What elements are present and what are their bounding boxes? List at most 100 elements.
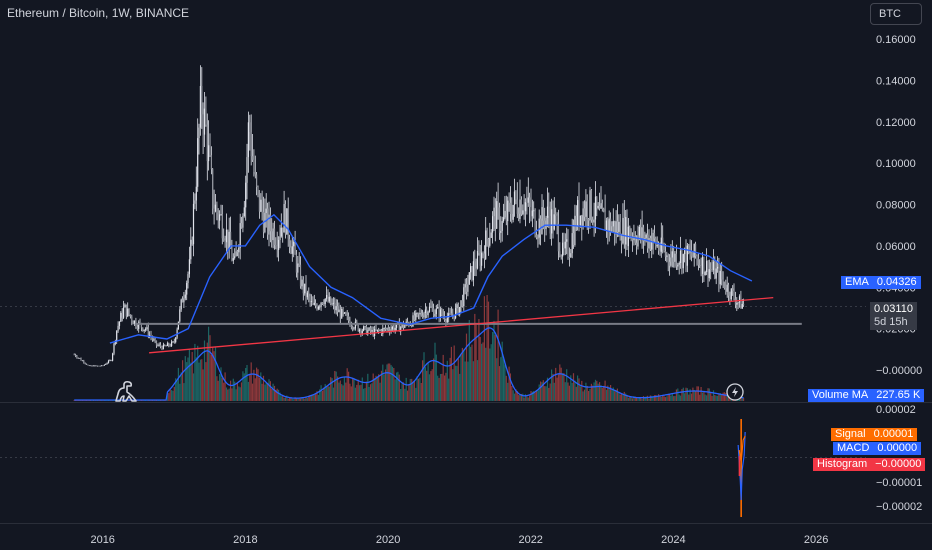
- volume-bar: [673, 396, 675, 401]
- macd-legend: MACD 0.00000: [833, 442, 922, 455]
- candle-body: [423, 313, 425, 318]
- volume-bar: [168, 393, 170, 401]
- candle-body: [597, 205, 599, 209]
- volume-bar: [601, 387, 603, 401]
- volume-bar: [294, 397, 296, 401]
- signal-legend: Signal 0.00001: [831, 428, 918, 441]
- volume-bar: [225, 387, 228, 401]
- candle-body: [732, 288, 734, 291]
- candle-body: [417, 313, 420, 315]
- volume-bar: [227, 389, 229, 401]
- candle-body: [501, 221, 503, 231]
- candle-body: [160, 344, 162, 347]
- volume-bar: [315, 393, 317, 401]
- candle-body: [390, 329, 392, 333]
- volume-bar: [239, 387, 241, 401]
- candle-body: [475, 268, 477, 270]
- candle-body: [435, 308, 437, 315]
- candle-body: [153, 339, 155, 341]
- candle-body: [478, 250, 480, 253]
- volume-bar: [660, 397, 662, 401]
- volume-bar: [631, 398, 634, 401]
- volume-bar: [529, 395, 531, 401]
- candle-body: [562, 242, 564, 257]
- candle-body: [127, 308, 129, 317]
- volume-bar: [176, 381, 178, 401]
- volume-bar: [419, 377, 421, 401]
- candle-body: [101, 365, 103, 367]
- lightning-icon[interactable]: [726, 383, 744, 401]
- candle-body: [527, 197, 529, 203]
- volume-bar: [453, 345, 455, 401]
- volume-bar: [556, 377, 558, 401]
- candle-body: [332, 302, 335, 304]
- signal-label: Signal: [831, 428, 870, 441]
- time-tick-label: 2022: [518, 534, 542, 546]
- candle-body: [271, 231, 273, 241]
- volume-bar: [470, 346, 472, 401]
- volume-bar: [293, 399, 295, 401]
- candle-body: [376, 329, 378, 331]
- candle-body: [309, 296, 311, 302]
- volume-bar: [375, 375, 377, 401]
- volume-bar: [406, 390, 409, 401]
- candle-body: [267, 208, 269, 235]
- candle-body: [114, 341, 116, 344]
- volume-bar: [468, 320, 470, 401]
- candle-body: [738, 296, 741, 303]
- volume-bar: [540, 381, 542, 401]
- volume-bar: [203, 340, 206, 401]
- volume-bar: [253, 369, 255, 401]
- volume-bar: [479, 337, 481, 401]
- volume-bar: [413, 380, 415, 401]
- volume-bar: [265, 382, 267, 401]
- volume-bar: [320, 385, 322, 401]
- candle-body: [286, 208, 288, 235]
- volume-bar: [504, 364, 506, 401]
- candle-body: [452, 314, 454, 316]
- candle-body: [611, 226, 613, 232]
- candle-body: [105, 364, 107, 365]
- volume-bar: [600, 385, 602, 401]
- volume-bar: [261, 383, 263, 401]
- macd-label: MACD: [833, 442, 874, 455]
- time-tick-label: 2020: [376, 534, 400, 546]
- volume-bar: [246, 365, 248, 401]
- volume-bar: [338, 382, 340, 401]
- histogram-value: −0.00000: [871, 458, 926, 471]
- candle-body: [195, 186, 197, 201]
- candle-body: [382, 328, 384, 334]
- candle-body: [686, 245, 688, 266]
- candle-body: [636, 242, 638, 247]
- candle-body: [637, 235, 639, 247]
- candle-body: [172, 341, 174, 343]
- trendline: [149, 296, 774, 354]
- candle-body: [526, 202, 528, 203]
- candle-body: [603, 208, 605, 212]
- volume-bar: [603, 385, 605, 401]
- volume-bar: [615, 390, 617, 401]
- volume-bar: [206, 342, 208, 401]
- volume-bar: [254, 378, 256, 401]
- volume-bar: [649, 395, 651, 401]
- candle-body: [103, 364, 105, 366]
- candle-body: [284, 204, 286, 235]
- volume-bar: [729, 397, 731, 401]
- candle-body: [190, 239, 192, 260]
- candle-body: [173, 341, 175, 343]
- candle-body: [717, 266, 719, 269]
- volume-bar: [245, 368, 247, 401]
- currency-button[interactable]: BTC: [870, 3, 922, 25]
- candle-body: [564, 241, 566, 249]
- candle-body: [590, 190, 592, 220]
- candle-body: [678, 263, 680, 265]
- volume-bar: [228, 388, 230, 401]
- volume-bar: [497, 309, 499, 401]
- candle-body: [513, 191, 516, 205]
- volume-bar: [463, 349, 465, 401]
- volume-bar: [197, 345, 199, 401]
- candle-body: [209, 145, 211, 156]
- candle-body: [297, 263, 299, 273]
- volume-bar: [427, 362, 429, 401]
